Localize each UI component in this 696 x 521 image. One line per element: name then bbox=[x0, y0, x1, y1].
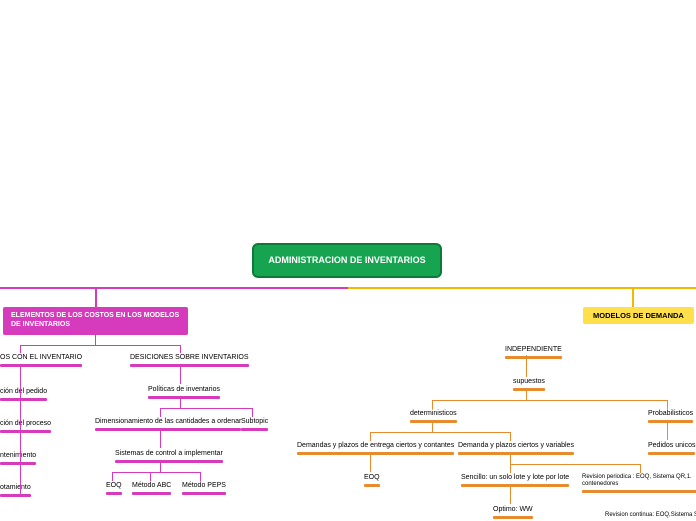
c bbox=[112, 472, 200, 473]
left-branch-title: ELEMENTOS DE LOS COSTOS EN LOS MODELOS D… bbox=[11, 312, 179, 328]
c bbox=[370, 452, 371, 472]
re1: EOQ bbox=[364, 474, 380, 489]
c bbox=[526, 355, 527, 377]
c bbox=[510, 452, 511, 464]
c bbox=[160, 428, 161, 448]
conn-left-down bbox=[95, 287, 97, 307]
c bbox=[510, 464, 511, 473]
root-node: ADMINISTRACION DE INVENTARIOS bbox=[252, 243, 442, 278]
c bbox=[432, 400, 667, 401]
re2: Sencillo: un solo lote y lote por lote bbox=[461, 474, 569, 489]
root-title: ADMINISTRACION DE INVENTARIOS bbox=[268, 255, 425, 265]
right-branch-title: MODELOS DE DEMANDA bbox=[593, 311, 684, 320]
right-branch: MODELOS DE DEMANDA bbox=[583, 307, 694, 324]
c bbox=[180, 396, 181, 408]
conn-right-down bbox=[632, 287, 634, 307]
c bbox=[370, 432, 371, 441]
c bbox=[180, 364, 181, 384]
c bbox=[20, 345, 180, 346]
c bbox=[20, 345, 21, 353]
l2d: Sistemas de control a implementar bbox=[115, 450, 223, 465]
c bbox=[20, 364, 21, 494]
rd3: Pedidos unicos bbox=[648, 442, 695, 457]
c bbox=[160, 408, 161, 417]
c bbox=[526, 388, 527, 400]
conn-root-right bbox=[348, 287, 696, 289]
rc2: Probabilisticos bbox=[648, 410, 693, 425]
left-branch: ELEMENTOS DE LOS COSTOS EN LOS MODELOS D… bbox=[3, 307, 188, 335]
c bbox=[370, 432, 510, 433]
l2b: Políticas de inventarios bbox=[148, 386, 220, 401]
l2c: Dimensionamiento de las cantidades a ord… bbox=[95, 418, 241, 433]
l1b: ción del pedido bbox=[0, 388, 47, 403]
l2e1: EOQ bbox=[106, 482, 122, 497]
c bbox=[112, 472, 113, 481]
c bbox=[432, 400, 433, 409]
c bbox=[432, 420, 433, 432]
rb: supuestos bbox=[513, 378, 545, 393]
c bbox=[252, 408, 253, 417]
c bbox=[510, 432, 511, 441]
l1e: otamiento bbox=[0, 484, 31, 499]
rd1: Demandas y plazos de entrega ciertos y c… bbox=[297, 442, 454, 457]
re3: Revision periodica : EOQ, Sistema QR,1. … bbox=[582, 474, 696, 495]
rc1: deterministicos bbox=[410, 410, 457, 425]
rf1: Optimo: WW bbox=[493, 506, 533, 521]
c bbox=[160, 408, 252, 409]
rf2: Revision continua: EOQ,Sistema S bbox=[605, 512, 696, 519]
c bbox=[667, 400, 668, 409]
l1a: OS CON EL INVENTARIO bbox=[0, 354, 82, 369]
l2c2: Subtopic bbox=[241, 418, 268, 433]
rd2: Demanda y plazos ciertos y variables bbox=[458, 442, 574, 457]
c bbox=[160, 460, 161, 472]
ra: INDEPENDIENTE bbox=[505, 346, 562, 361]
c bbox=[200, 472, 201, 481]
c bbox=[640, 464, 641, 473]
c bbox=[510, 486, 511, 504]
l1d: ntenimiento bbox=[0, 452, 36, 467]
c bbox=[510, 464, 640, 465]
c bbox=[180, 345, 181, 353]
l1c: ción del proceso bbox=[0, 420, 51, 435]
c bbox=[150, 472, 151, 481]
l2e3: Método PEPS bbox=[182, 482, 226, 497]
c bbox=[667, 420, 668, 440]
conn-root-left bbox=[0, 287, 348, 289]
l2e2: Método ABC bbox=[132, 482, 171, 497]
l2a: DESICIONES SOBRE INVENTARIOS bbox=[130, 354, 249, 369]
